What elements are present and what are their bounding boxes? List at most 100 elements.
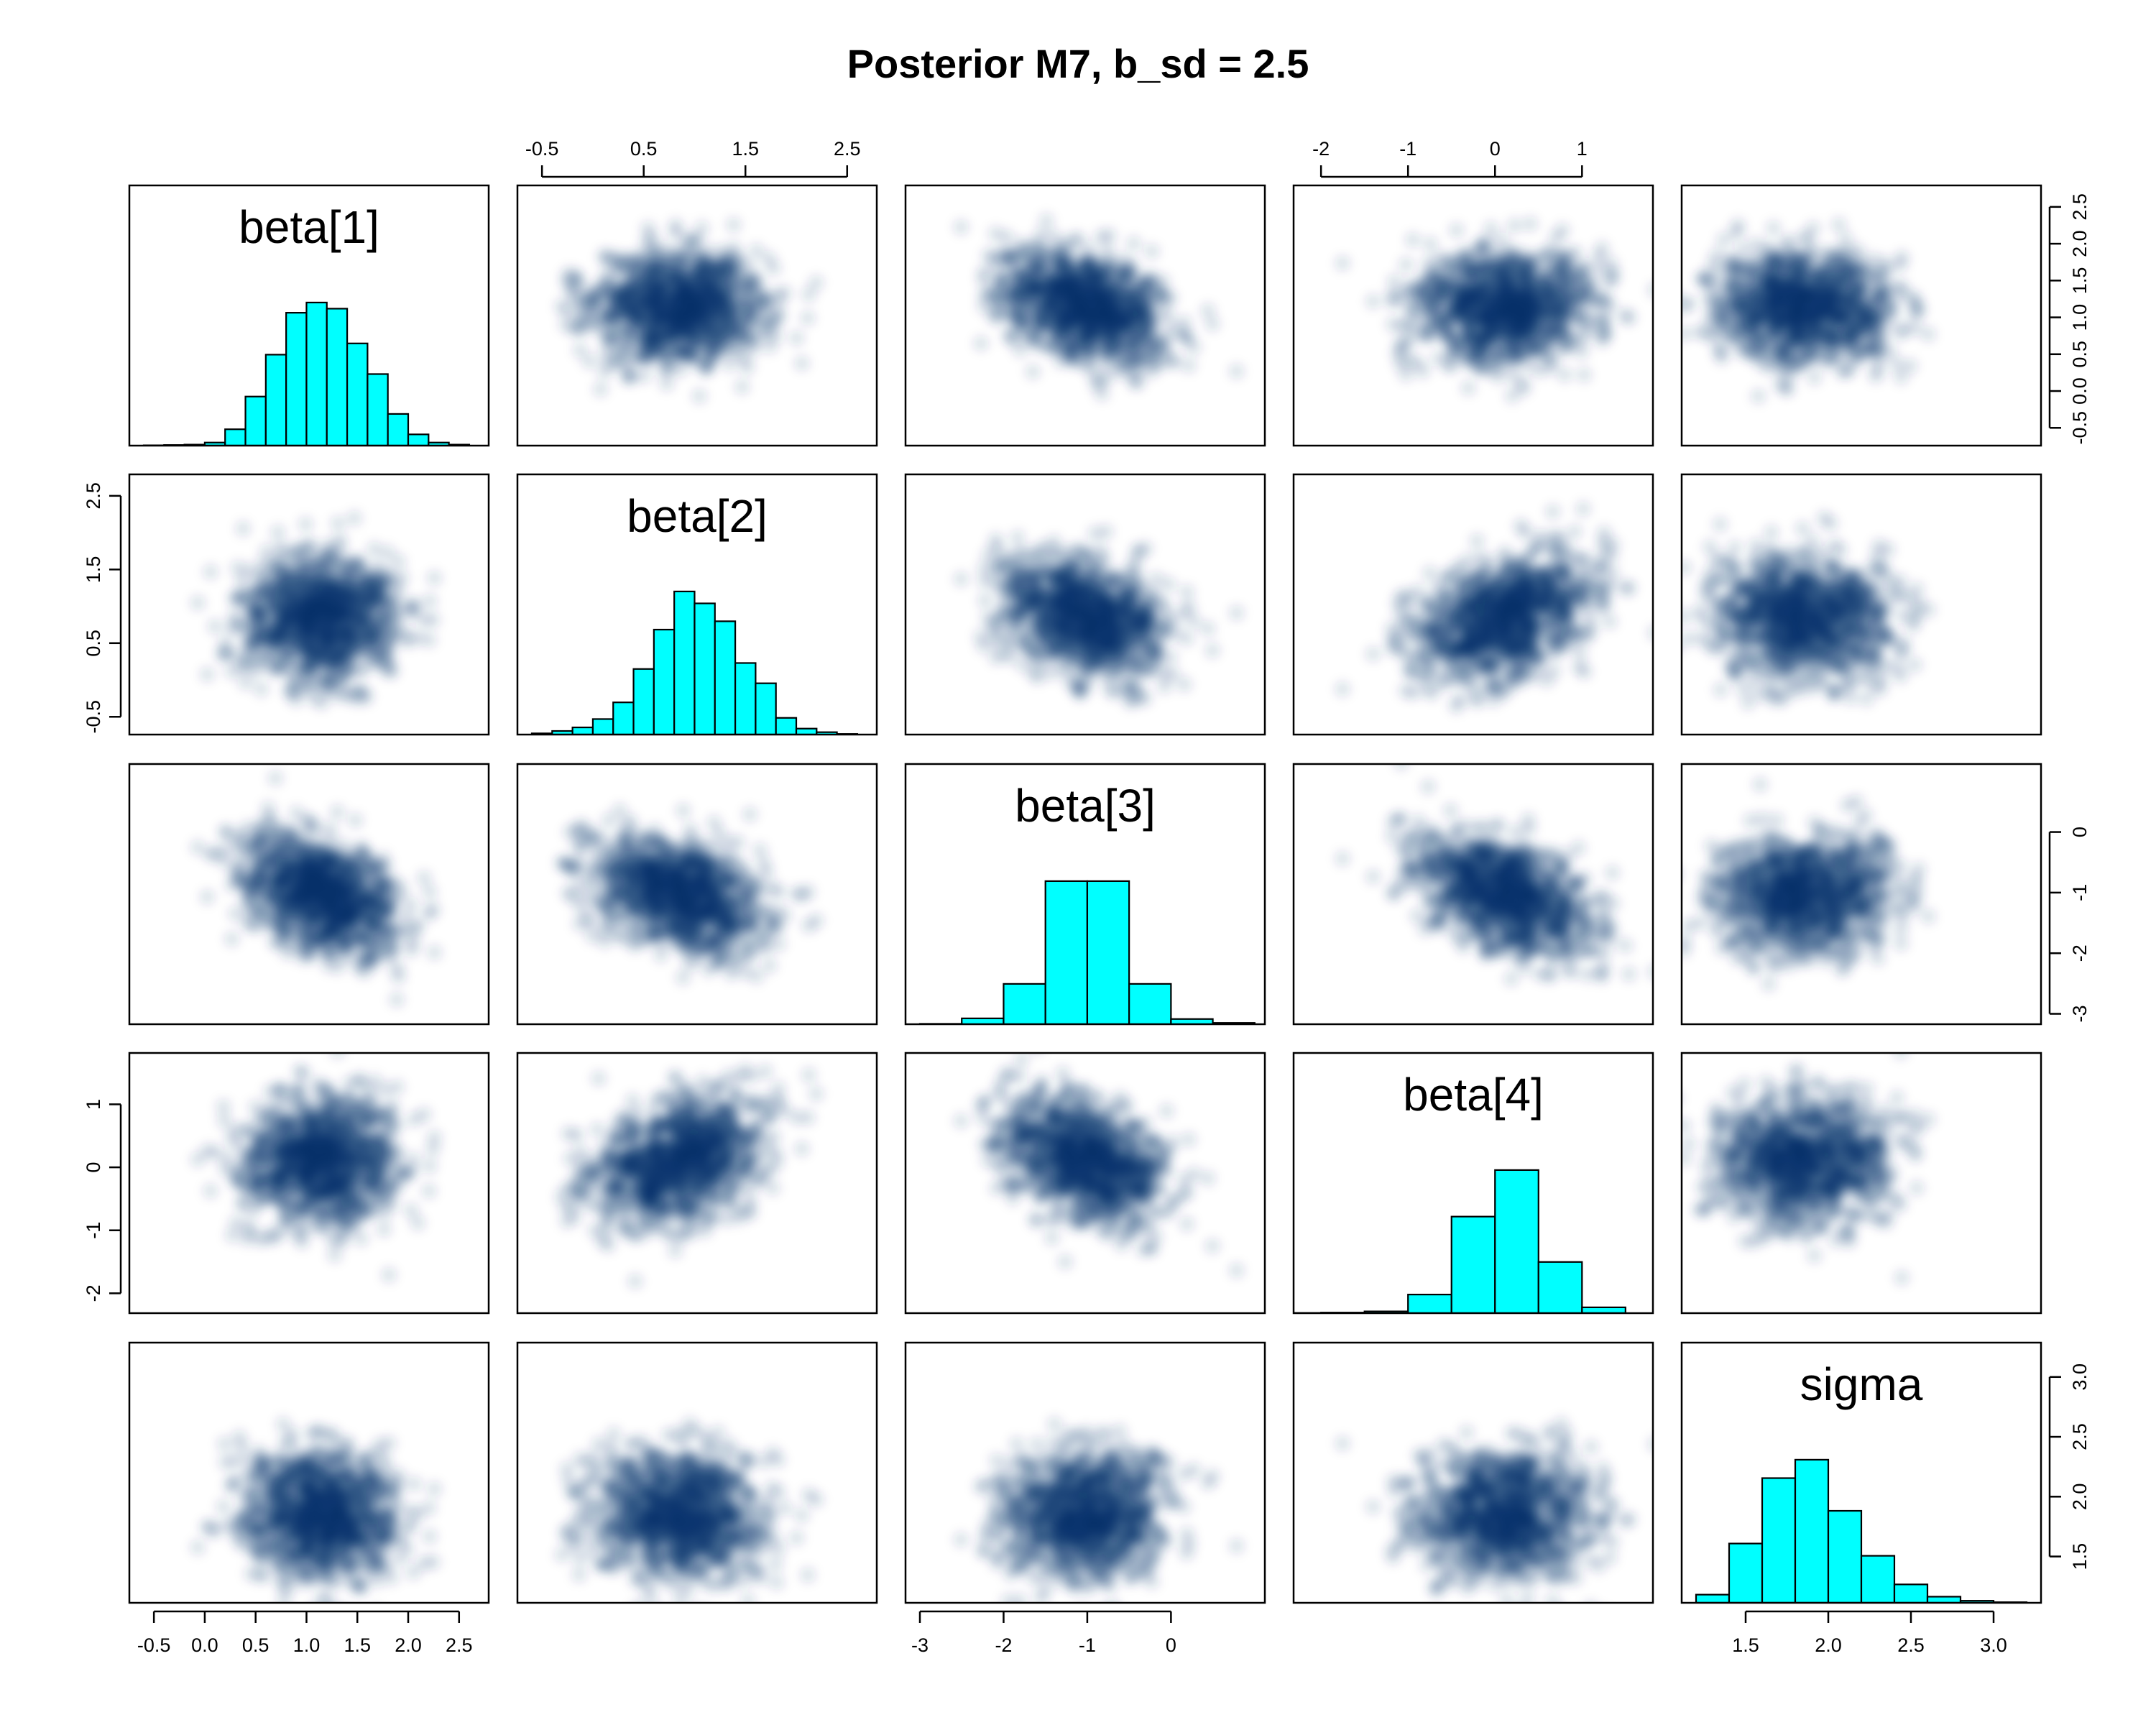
sample-point — [1506, 326, 1523, 343]
sample-point — [1617, 308, 1634, 324]
sample-point — [740, 258, 757, 275]
sample-point — [1522, 216, 1539, 232]
sample-point — [426, 570, 443, 586]
variable-label: beta[1] — [239, 201, 379, 253]
sample-point — [799, 310, 816, 326]
sample-point — [1848, 303, 1864, 319]
sample-point — [1094, 264, 1110, 280]
sample-point — [1595, 291, 1612, 308]
sample-point — [1524, 282, 1540, 299]
hist-bar — [407, 433, 430, 446]
sample-point — [1779, 381, 1795, 397]
sample-point — [1142, 324, 1158, 341]
sample-point — [1448, 222, 1465, 239]
sample-point — [1557, 367, 1573, 383]
density-beta[1]-beta[4] — [1335, 216, 1653, 404]
sample-point — [1523, 297, 1539, 313]
sample-point — [975, 270, 992, 287]
sample-point — [976, 298, 992, 314]
hist-bar — [224, 428, 247, 446]
sample-point — [1746, 252, 1763, 269]
sample-point — [1442, 357, 1458, 374]
sample-point — [1662, 305, 1677, 321]
sample-point — [382, 614, 399, 630]
sample-point — [289, 541, 305, 558]
hist-bar — [346, 342, 369, 446]
sample-point — [1784, 323, 1801, 340]
sample-point — [1751, 346, 1768, 363]
sample-point — [1806, 369, 1823, 386]
sample-point — [369, 559, 385, 576]
sample-point — [1766, 295, 1782, 311]
sample-point — [1080, 241, 1097, 257]
density-beta[2]-beta[1] — [190, 510, 443, 711]
sample-point — [793, 355, 810, 372]
sample-point — [1750, 388, 1766, 405]
sample-point — [1493, 278, 1509, 295]
hist-bar — [244, 395, 267, 446]
sample-point — [691, 388, 708, 405]
sample-point — [739, 311, 755, 328]
sample-point — [678, 346, 695, 362]
panel-beta[1]-beta[1]: beta[1] — [128, 184, 490, 447]
sample-point — [1838, 231, 1854, 247]
sample-point — [721, 356, 737, 372]
sample-point — [992, 304, 1009, 321]
sample-point — [1478, 300, 1494, 317]
sample-point — [706, 346, 722, 362]
sample-point — [1514, 345, 1531, 362]
sample-point — [1871, 316, 1887, 333]
panel-beta[1]-beta[4] — [1292, 184, 1654, 447]
sample-point — [1854, 346, 1871, 362]
sample-point — [1013, 236, 1030, 253]
sample-point — [1041, 310, 1057, 326]
sample-point — [688, 333, 704, 349]
sample-point — [990, 291, 1007, 308]
sample-point — [388, 627, 405, 643]
sample-point — [390, 553, 407, 570]
sample-point — [558, 303, 575, 319]
sample-point — [1515, 380, 1531, 397]
sample-point — [1136, 302, 1153, 318]
sample-point — [1660, 259, 1676, 275]
sample-point — [973, 335, 990, 351]
sample-point — [368, 645, 384, 661]
sample-point — [739, 359, 755, 375]
sample-point — [1662, 282, 1677, 298]
sample-point — [203, 564, 219, 580]
sample-point — [1060, 264, 1077, 280]
sample-point — [1228, 363, 1245, 380]
sample-point — [1460, 380, 1477, 396]
sample-point — [997, 251, 1013, 267]
sample-point — [1713, 349, 1730, 365]
sample-point — [1682, 295, 1683, 303]
sample-point — [734, 323, 751, 340]
sample-point — [1787, 263, 1803, 280]
sample-point — [719, 303, 736, 319]
sample-point — [707, 327, 724, 344]
sample-point — [572, 342, 589, 359]
sample-point — [620, 322, 637, 339]
sample-point — [706, 298, 722, 314]
sample-point — [727, 266, 743, 282]
sample-point — [199, 666, 216, 683]
sample-point — [1179, 330, 1195, 346]
sample-point — [1894, 249, 1910, 266]
chart-title: Posterior M7, b_sd = 2.5 — [847, 41, 1309, 86]
sample-point — [390, 599, 407, 616]
sample-point — [1399, 336, 1415, 352]
sample-point — [1475, 346, 1491, 362]
sample-point — [1788, 285, 1805, 301]
sample-point — [1493, 232, 1509, 249]
sample-point — [1548, 229, 1565, 246]
sample-point — [366, 540, 382, 557]
sample-point — [1765, 220, 1782, 236]
sample-point — [558, 316, 574, 333]
sample-point — [1759, 322, 1776, 339]
sample-point — [1557, 290, 1574, 307]
sample-point — [735, 294, 752, 310]
sample-point — [1025, 364, 1041, 380]
sample-point — [1593, 310, 1610, 327]
sample-point — [1095, 296, 1112, 313]
